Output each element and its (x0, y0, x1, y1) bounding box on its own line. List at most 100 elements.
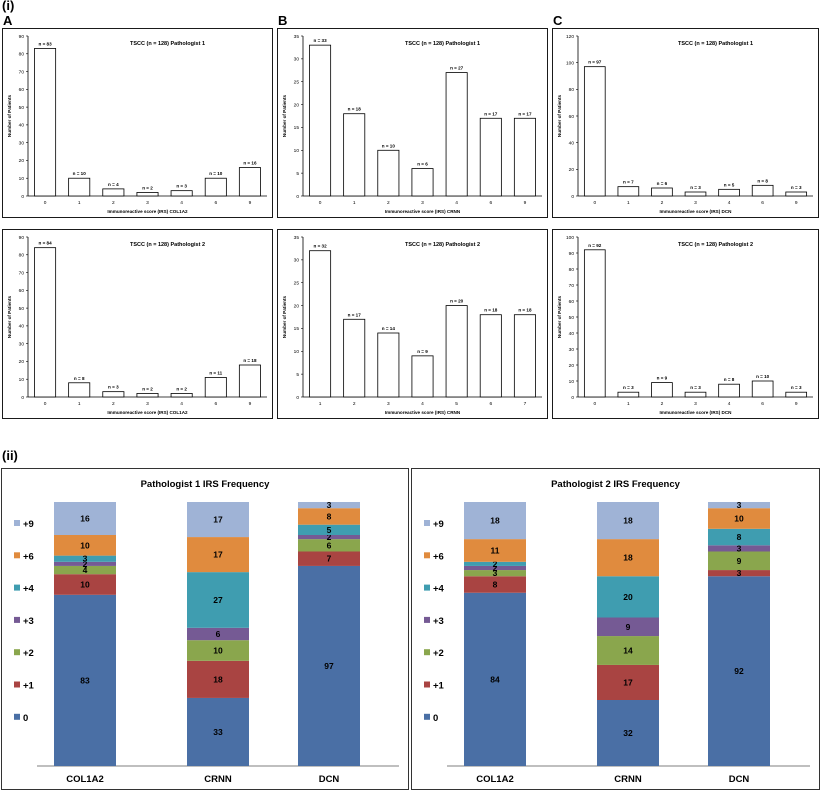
bar-data-label: n = 6 (417, 162, 428, 167)
x-tick-label: 1 (627, 200, 630, 206)
bar-3 (684, 391, 707, 398)
bar-data-label: n = 9 (417, 349, 428, 354)
segment-CRNN-+9 (187, 502, 249, 538)
y-tick-label: 90 (569, 251, 575, 257)
x-tick-label: 7 (524, 401, 527, 407)
segment-label-COL1A2-0: 84 (490, 674, 500, 684)
segment-label-DCN-+6: 10 (734, 514, 744, 524)
legend-swatch-+4 (14, 584, 20, 591)
bar-data-label: n = 2 (142, 185, 153, 190)
bar-1 (68, 382, 91, 398)
legend-swatch-+9 (14, 520, 20, 526)
x-tick-label: 3 (421, 200, 424, 206)
legend-label-+9: +9 (433, 519, 444, 530)
segment-COL1A2-0 (54, 594, 116, 766)
segment-DCN-+2 (298, 539, 360, 552)
bar-4 (445, 72, 468, 197)
bar-data-label: n = 8 (74, 376, 85, 381)
segment-COL1A2-+4 (54, 555, 116, 562)
category-label-CRNN: CRNN (614, 774, 642, 785)
y-tick-label: 60 (19, 288, 25, 294)
segment-CRNN-+2 (597, 636, 659, 665)
segment-label-DCN-+9: 3 (737, 500, 742, 510)
y-tick-label: 15 (294, 125, 300, 131)
y-tick-label: 30 (19, 341, 25, 347)
x-tick-label: 9 (795, 401, 798, 407)
x-tick-label: 9 (524, 200, 527, 206)
bar-data-label: n = 32 (313, 244, 327, 249)
segment-label-DCN-+2: 9 (737, 556, 742, 566)
segment-label-COL1A2-0: 83 (80, 675, 90, 685)
x-tick-label: 4 (728, 200, 731, 206)
y-tick-label: 20 (19, 359, 25, 365)
y-tick-label: 25 (294, 80, 300, 86)
segment-COL1A2-+6 (54, 535, 116, 556)
y-tick-label: 5 (296, 171, 299, 177)
bar-6 (751, 380, 774, 398)
x-tick-label: 9 (249, 401, 252, 407)
bar-9 (785, 391, 808, 398)
bar-4 (718, 383, 740, 398)
segment-label-CRNN-+6: 17 (213, 550, 223, 560)
segment-label-DCN-+2: 6 (327, 540, 332, 550)
x-tick-label: 2 (112, 401, 115, 407)
bar-4 (411, 355, 434, 398)
segment-DCN-+1 (298, 551, 360, 566)
segment-COL1A2-+2 (54, 565, 116, 575)
x-tick-label: 5 (455, 401, 458, 407)
section-label-i: (i) (2, 0, 15, 13)
x-tick-label: 9 (795, 200, 798, 206)
legend-label-+4: +4 (23, 584, 35, 595)
legend-swatch-+6 (424, 552, 430, 559)
y-tick-label: 0 (571, 395, 574, 401)
segment-label-DCN-0: 92 (734, 666, 744, 676)
segment-CRNN-+3 (597, 617, 659, 637)
bar-3 (136, 393, 159, 398)
x-tick-label: 3 (387, 401, 390, 407)
chart-title: TSCC (n = 128) Pathologist 2 (405, 242, 480, 248)
y-tick-label: 70 (569, 283, 575, 289)
bar-data-label: n = 2 (142, 386, 153, 391)
panel-frame (1, 468, 409, 790)
x-tick-label: 3 (146, 200, 149, 206)
category-label-COL1A2: COL1A2 (66, 774, 103, 785)
y-tick-label: 30 (569, 347, 575, 353)
bar-0 (34, 247, 57, 398)
segment-COL1A2-+9 (464, 502, 526, 540)
y-tick-label: 20 (569, 363, 575, 369)
segment-DCN-+2 (708, 551, 770, 571)
segment-label-COL1A2-+9: 18 (490, 516, 500, 526)
bar-data-label: n = 17 (484, 111, 498, 116)
bar-3 (377, 332, 400, 398)
y-tick-label: 50 (569, 315, 575, 321)
bar-7 (513, 314, 536, 398)
panel-frame (2, 28, 273, 218)
legend-label-0: 0 (23, 713, 28, 724)
category-label-DCN: DCN (729, 774, 750, 785)
x-tick-label: 4 (728, 401, 731, 407)
y-axis-label: Number of Patients (7, 95, 12, 138)
segment-COL1A2-+3 (464, 565, 526, 571)
panel-frame (552, 28, 819, 218)
stacked-chart-panel-2: Pathologist 2 IRS Frequency +9 +6 +4 +3 +2 +1 0… (411, 468, 820, 790)
y-tick-label: 10 (294, 148, 300, 154)
segment-label-COL1A2-+1: 10 (80, 580, 90, 590)
bar-1 (617, 391, 640, 398)
bar-2 (102, 391, 125, 398)
category-label-DCN: DCN (319, 774, 340, 785)
y-tick-label: 50 (19, 105, 25, 111)
stacked-chart-panel-1: Pathologist 1 IRS Frequency +9 +6 +4 +3 +2 +1 0… (1, 468, 409, 790)
bar-9 (513, 117, 536, 197)
segment-label-CRNN-+9: 17 (213, 515, 223, 525)
y-tick-label: 80 (569, 267, 575, 273)
category-label-CRNN: CRNN (204, 774, 232, 785)
bar-6 (751, 184, 774, 197)
segment-CRNN-+6 (597, 539, 659, 577)
x-tick-label: 4 (455, 200, 458, 206)
x-tick-label: 1 (353, 200, 356, 206)
bar-6 (204, 177, 227, 197)
y-tick-label: 0 (21, 395, 24, 401)
segment-label-COL1A2-+2: 4 (83, 565, 88, 575)
